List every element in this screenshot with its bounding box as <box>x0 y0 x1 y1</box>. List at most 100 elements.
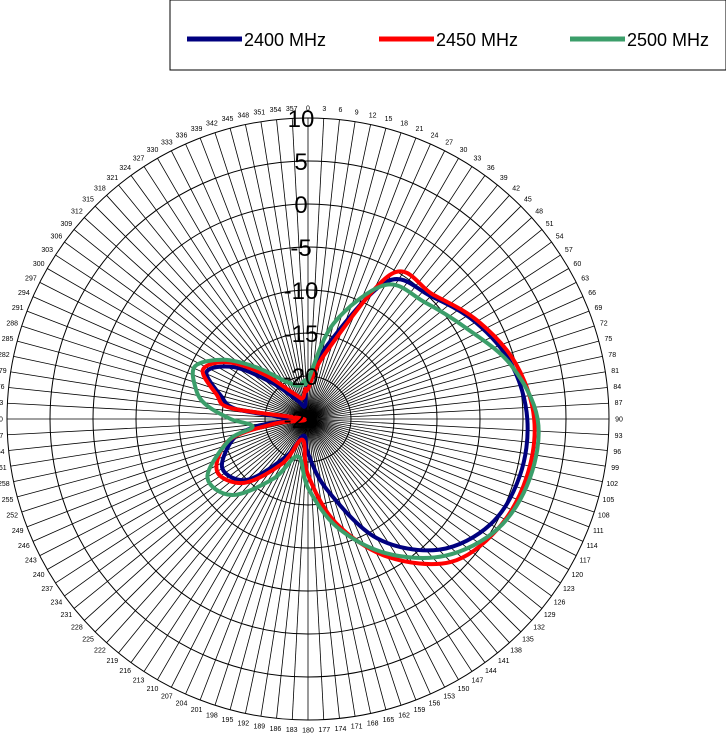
grid-spoke <box>55 254 309 420</box>
angle-tick-label: 30 <box>460 147 468 154</box>
grid-spoke <box>307 229 543 420</box>
grid-spoke <box>13 356 309 420</box>
angle-tick-label: 357 <box>286 106 298 113</box>
angle-tick-label: 330 <box>147 147 159 154</box>
grid-spoke <box>118 418 309 654</box>
angle-tick-label: 249 <box>12 528 24 535</box>
grid-spoke <box>307 137 417 420</box>
angle-tick-label: 117 <box>580 558 591 565</box>
angle-tick-label: 246 <box>18 543 30 550</box>
angle-tick-label: 270 <box>0 417 3 424</box>
series-layer <box>190 269 541 567</box>
angle-tick-label: 351 <box>254 109 266 116</box>
angle-tick-label: 321 <box>106 175 118 182</box>
legend: 2400 MHz 2450 MHz 2500 MHz <box>169 0 726 71</box>
grid-spoke <box>307 296 584 420</box>
angle-tick-label: 234 <box>51 599 63 606</box>
grid-spoke <box>307 418 608 451</box>
grid-spoke <box>245 418 309 714</box>
grid-spoke <box>94 418 309 633</box>
angle-tick-label: 174 <box>335 726 347 733</box>
angle-tick-label: 129 <box>544 612 556 619</box>
grid-spoke <box>307 241 552 420</box>
grid-spoke <box>307 371 606 420</box>
angle-tick-label: 186 <box>270 726 282 733</box>
angle-tick-label: 42 <box>512 185 520 192</box>
angle-tick-label: 108 <box>598 513 610 520</box>
angle-tick-label: 75 <box>605 336 613 343</box>
grid-spoke <box>307 184 498 420</box>
grid-spoke <box>245 124 309 420</box>
legend-box <box>169 0 726 71</box>
angle-tick-label: 207 <box>161 694 173 701</box>
angle-tick-label: 3 <box>322 106 326 113</box>
grid-spoke <box>307 418 486 663</box>
angle-tick-label: 156 <box>429 701 441 708</box>
legend-entry-2400: 2400 MHz <box>187 30 326 50</box>
angle-tick-label: 276 <box>0 384 5 391</box>
grid-spoke <box>21 418 309 513</box>
angle-tick-label: 225 <box>82 636 94 643</box>
angle-tick-label: 189 <box>254 724 266 731</box>
angle-tick-label: 123 <box>563 586 575 593</box>
angle-tick-label: 90 <box>615 417 623 424</box>
grid-spoke <box>84 418 309 621</box>
angle-tick-label: 288 <box>6 320 18 327</box>
radial-tick-label: -15 <box>284 321 319 348</box>
grid-spoke <box>307 418 561 584</box>
angle-tick-label: 147 <box>472 677 484 684</box>
angle-tick-label: 78 <box>608 352 616 359</box>
angle-tick-label: 33 <box>473 156 481 163</box>
angle-tick-label: 348 <box>237 112 249 119</box>
legend-label-2400: 2400 MHz <box>244 30 326 50</box>
radial-tick-label: 5 <box>294 149 307 176</box>
angle-tick-label: 327 <box>133 156 145 163</box>
angle-tick-label: 72 <box>600 320 608 327</box>
angle-tick-label: 177 <box>318 727 330 734</box>
angle-tick-label: 204 <box>176 701 188 708</box>
angle-tick-label: 9 <box>355 109 359 116</box>
grid-spoke <box>307 132 402 420</box>
radial-tick-label: -5 <box>290 235 311 262</box>
grid-spoke <box>229 418 309 710</box>
angle-tick-label: 51 <box>546 221 554 228</box>
angle-tick-label: 60 <box>573 261 581 268</box>
grid-spoke <box>17 340 309 420</box>
grid-spoke <box>307 418 371 714</box>
angle-tick-label: 195 <box>222 717 234 724</box>
angle-tick-label: 231 <box>60 612 72 619</box>
grid-spoke <box>21 325 309 420</box>
grid-spoke <box>307 281 577 420</box>
angle-tick-label: 0 <box>306 106 310 113</box>
radial-tick-label: -10 <box>284 278 319 305</box>
angle-tick-label: 102 <box>606 481 618 488</box>
grid-spoke <box>307 418 590 528</box>
angle-tick-label: 294 <box>18 290 30 297</box>
grid-spoke <box>307 418 522 633</box>
angle-tick-labels: 0 3 6 9 121518212427303336394245485154576063… <box>0 106 623 735</box>
grid-spoke <box>307 418 510 643</box>
grid-spoke <box>73 418 309 609</box>
grid-spoke <box>307 418 606 467</box>
angle-tick-label: 219 <box>106 658 118 665</box>
angle-tick-label: 24 <box>431 132 439 139</box>
angle-tick-label: 48 <box>535 208 543 215</box>
grid-spoke <box>307 418 325 720</box>
angle-tick-label: 201 <box>191 707 203 714</box>
grid-spoke <box>307 418 431 695</box>
angle-tick-label: 258 <box>0 481 10 488</box>
angle-tick-label: 303 <box>41 247 53 254</box>
angle-tick-label: 27 <box>445 139 453 146</box>
grid-spoke <box>307 143 431 420</box>
angle-tick-label: 300 <box>33 261 45 268</box>
angle-tick-label: 12 <box>369 112 377 119</box>
angle-tick-label: 150 <box>458 686 470 693</box>
grid-spoke <box>307 325 595 420</box>
angle-tick-label: 240 <box>33 572 45 579</box>
angle-tick-label: 267 <box>0 433 3 440</box>
grid-spoke <box>39 281 309 420</box>
grid-spoke <box>32 418 309 542</box>
angle-tick-label: 252 <box>6 513 18 520</box>
angle-tick-label: 96 <box>613 449 621 456</box>
angle-tick-label: 345 <box>222 116 234 123</box>
